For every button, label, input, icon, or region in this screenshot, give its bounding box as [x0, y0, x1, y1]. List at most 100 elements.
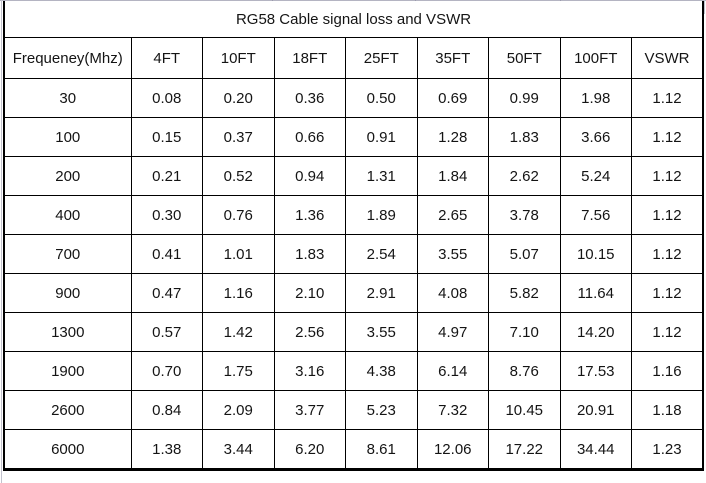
loss-value-cell: 0.70	[130, 351, 203, 391]
loss-value-cell: 0.47	[130, 273, 203, 313]
loss-value-cell: 2.56	[273, 312, 346, 352]
excel-gridline-right	[704, 0, 705, 14]
table-row: 200 0.21 0.52 0.94 1.31 1.84 2.62 5.24 1.12	[3, 156, 704, 196]
table-title: RG58 Cable signal loss and VSWR	[3, 1, 704, 38]
loss-value-cell: 7.32	[416, 390, 489, 430]
loss-value-cell: 3.55	[345, 312, 418, 352]
loss-value-cell: 0.99	[488, 78, 561, 118]
loss-value-cell: 1.12	[631, 273, 704, 313]
excel-gridline-left	[1, 0, 2, 483]
table-row: 700 0.41 1.01 1.83 2.54 3.55 5.07 10.15 1.12	[3, 234, 704, 274]
loss-value-cell: 17.53	[559, 351, 632, 391]
loss-value-cell: 11.64	[559, 273, 632, 313]
frequency-cell: 400	[3, 195, 132, 235]
excel-gridline-top	[0, 0, 706, 1]
loss-value-cell: 1.12	[631, 78, 704, 118]
loss-value-cell: 0.66	[273, 117, 346, 157]
col-header-length: 18FT	[273, 37, 346, 79]
table-row: 400 0.30 0.76 1.36 1.89 2.65 3.78 7.56 1.12	[3, 195, 704, 235]
loss-value-cell: 1.16	[631, 351, 704, 391]
loss-value-cell: 1.84	[416, 156, 489, 196]
loss-value-cell: 14.20	[559, 312, 632, 352]
loss-value-cell: 1.12	[631, 156, 704, 196]
loss-value-cell: 0.37	[202, 117, 275, 157]
table-body: 30 0.08 0.20 0.36 0.50 0.69 0.99 1.98 1.12 100 0.1…	[3, 78, 704, 470]
col-header-length: 100FT	[559, 37, 632, 79]
col-header-length: 35FT	[416, 37, 489, 79]
loss-value-cell: 4.97	[416, 312, 489, 352]
loss-value-cell: 6.20	[273, 429, 346, 470]
frequency-cell: 100	[3, 117, 132, 157]
loss-value-cell: 1.23	[631, 429, 704, 470]
frequency-cell: 1300	[3, 312, 132, 352]
loss-value-cell: 1.31	[345, 156, 418, 196]
loss-value-cell: 3.77	[273, 390, 346, 430]
loss-value-cell: 5.24	[559, 156, 632, 196]
col-header-length: VSWR	[631, 37, 704, 79]
loss-value-cell: 10.45	[488, 390, 561, 430]
table-row: 1900 0.70 1.75 3.16 4.38 6.14 8.76 17.53 1.16	[3, 351, 704, 391]
loss-value-cell: 7.56	[559, 195, 632, 235]
title-row: RG58 Cable signal loss and VSWR	[3, 1, 704, 38]
loss-value-cell: 1.75	[202, 351, 275, 391]
header-row: Frequeney(Mhz) 4FT 10FT 18FT 25FT 35FT 50FT 100…	[3, 37, 704, 79]
loss-value-cell: 6.14	[416, 351, 489, 391]
loss-value-cell: 1.18	[631, 390, 704, 430]
loss-value-cell: 5.23	[345, 390, 418, 430]
loss-value-cell: 3.55	[416, 234, 489, 274]
loss-value-cell: 1.01	[202, 234, 275, 274]
frequency-cell: 2600	[3, 390, 132, 430]
loss-value-cell: 1.83	[273, 234, 346, 274]
frequency-cell: 6000	[3, 429, 132, 470]
loss-value-cell: 3.16	[273, 351, 346, 391]
loss-value-cell: 5.82	[488, 273, 561, 313]
loss-value-cell: 0.50	[345, 78, 418, 118]
loss-value-cell: 1.36	[273, 195, 346, 235]
table-row: 2600 0.84 2.09 3.77 5.23 7.32 10.45 20.91 1.18	[3, 390, 704, 430]
loss-value-cell: 1.83	[488, 117, 561, 157]
loss-value-cell: 0.21	[130, 156, 203, 196]
loss-value-cell: 8.61	[345, 429, 418, 470]
loss-value-cell: 3.66	[559, 117, 632, 157]
loss-value-cell: 3.78	[488, 195, 561, 235]
loss-value-cell: 8.76	[488, 351, 561, 391]
loss-value-cell: 0.94	[273, 156, 346, 196]
table-row: 100 0.15 0.37 0.66 0.91 1.28 1.83 3.66 1.12	[3, 117, 704, 157]
loss-value-cell: 1.38	[130, 429, 203, 470]
loss-value-cell: 0.57	[130, 312, 203, 352]
col-header-frequency: Frequeney(Mhz)	[3, 37, 132, 79]
loss-value-cell: 2.65	[416, 195, 489, 235]
loss-value-cell: 12.06	[416, 429, 489, 470]
frequency-cell: 200	[3, 156, 132, 196]
table-row: 900 0.47 1.16 2.10 2.91 4.08 5.82 11.64 1.12	[3, 273, 704, 313]
col-header-length: 10FT	[202, 37, 275, 79]
loss-value-cell: 0.52	[202, 156, 275, 196]
loss-value-cell: 0.30	[130, 195, 203, 235]
loss-value-cell: 1.12	[631, 195, 704, 235]
loss-value-cell: 0.76	[202, 195, 275, 235]
loss-value-cell: 0.84	[130, 390, 203, 430]
loss-value-cell: 34.44	[559, 429, 632, 470]
loss-value-cell: 1.12	[631, 312, 704, 352]
loss-value-cell: 1.28	[416, 117, 489, 157]
loss-value-cell: 1.98	[559, 78, 632, 118]
loss-value-cell: 0.15	[130, 117, 203, 157]
frequency-cell: 30	[3, 78, 132, 118]
col-header-length: 25FT	[345, 37, 418, 79]
table-row: 6000 1.38 3.44 6.20 8.61 12.06 17.22 34.44 1.23	[3, 429, 704, 470]
loss-value-cell: 3.44	[202, 429, 275, 470]
frequency-cell: 900	[3, 273, 132, 313]
frequency-cell: 1900	[3, 351, 132, 391]
loss-value-cell: 20.91	[559, 390, 632, 430]
loss-value-cell: 4.38	[345, 351, 418, 391]
loss-value-cell: 0.41	[130, 234, 203, 274]
table-row: 30 0.08 0.20 0.36 0.50 0.69 0.99 1.98 1.12	[3, 78, 704, 118]
loss-value-cell: 1.42	[202, 312, 275, 352]
loss-value-cell: 1.12	[631, 234, 704, 274]
loss-value-cell: 0.69	[416, 78, 489, 118]
loss-value-cell: 1.89	[345, 195, 418, 235]
loss-value-cell: 0.91	[345, 117, 418, 157]
loss-value-cell: 5.07	[488, 234, 561, 274]
loss-value-cell: 2.91	[345, 273, 418, 313]
